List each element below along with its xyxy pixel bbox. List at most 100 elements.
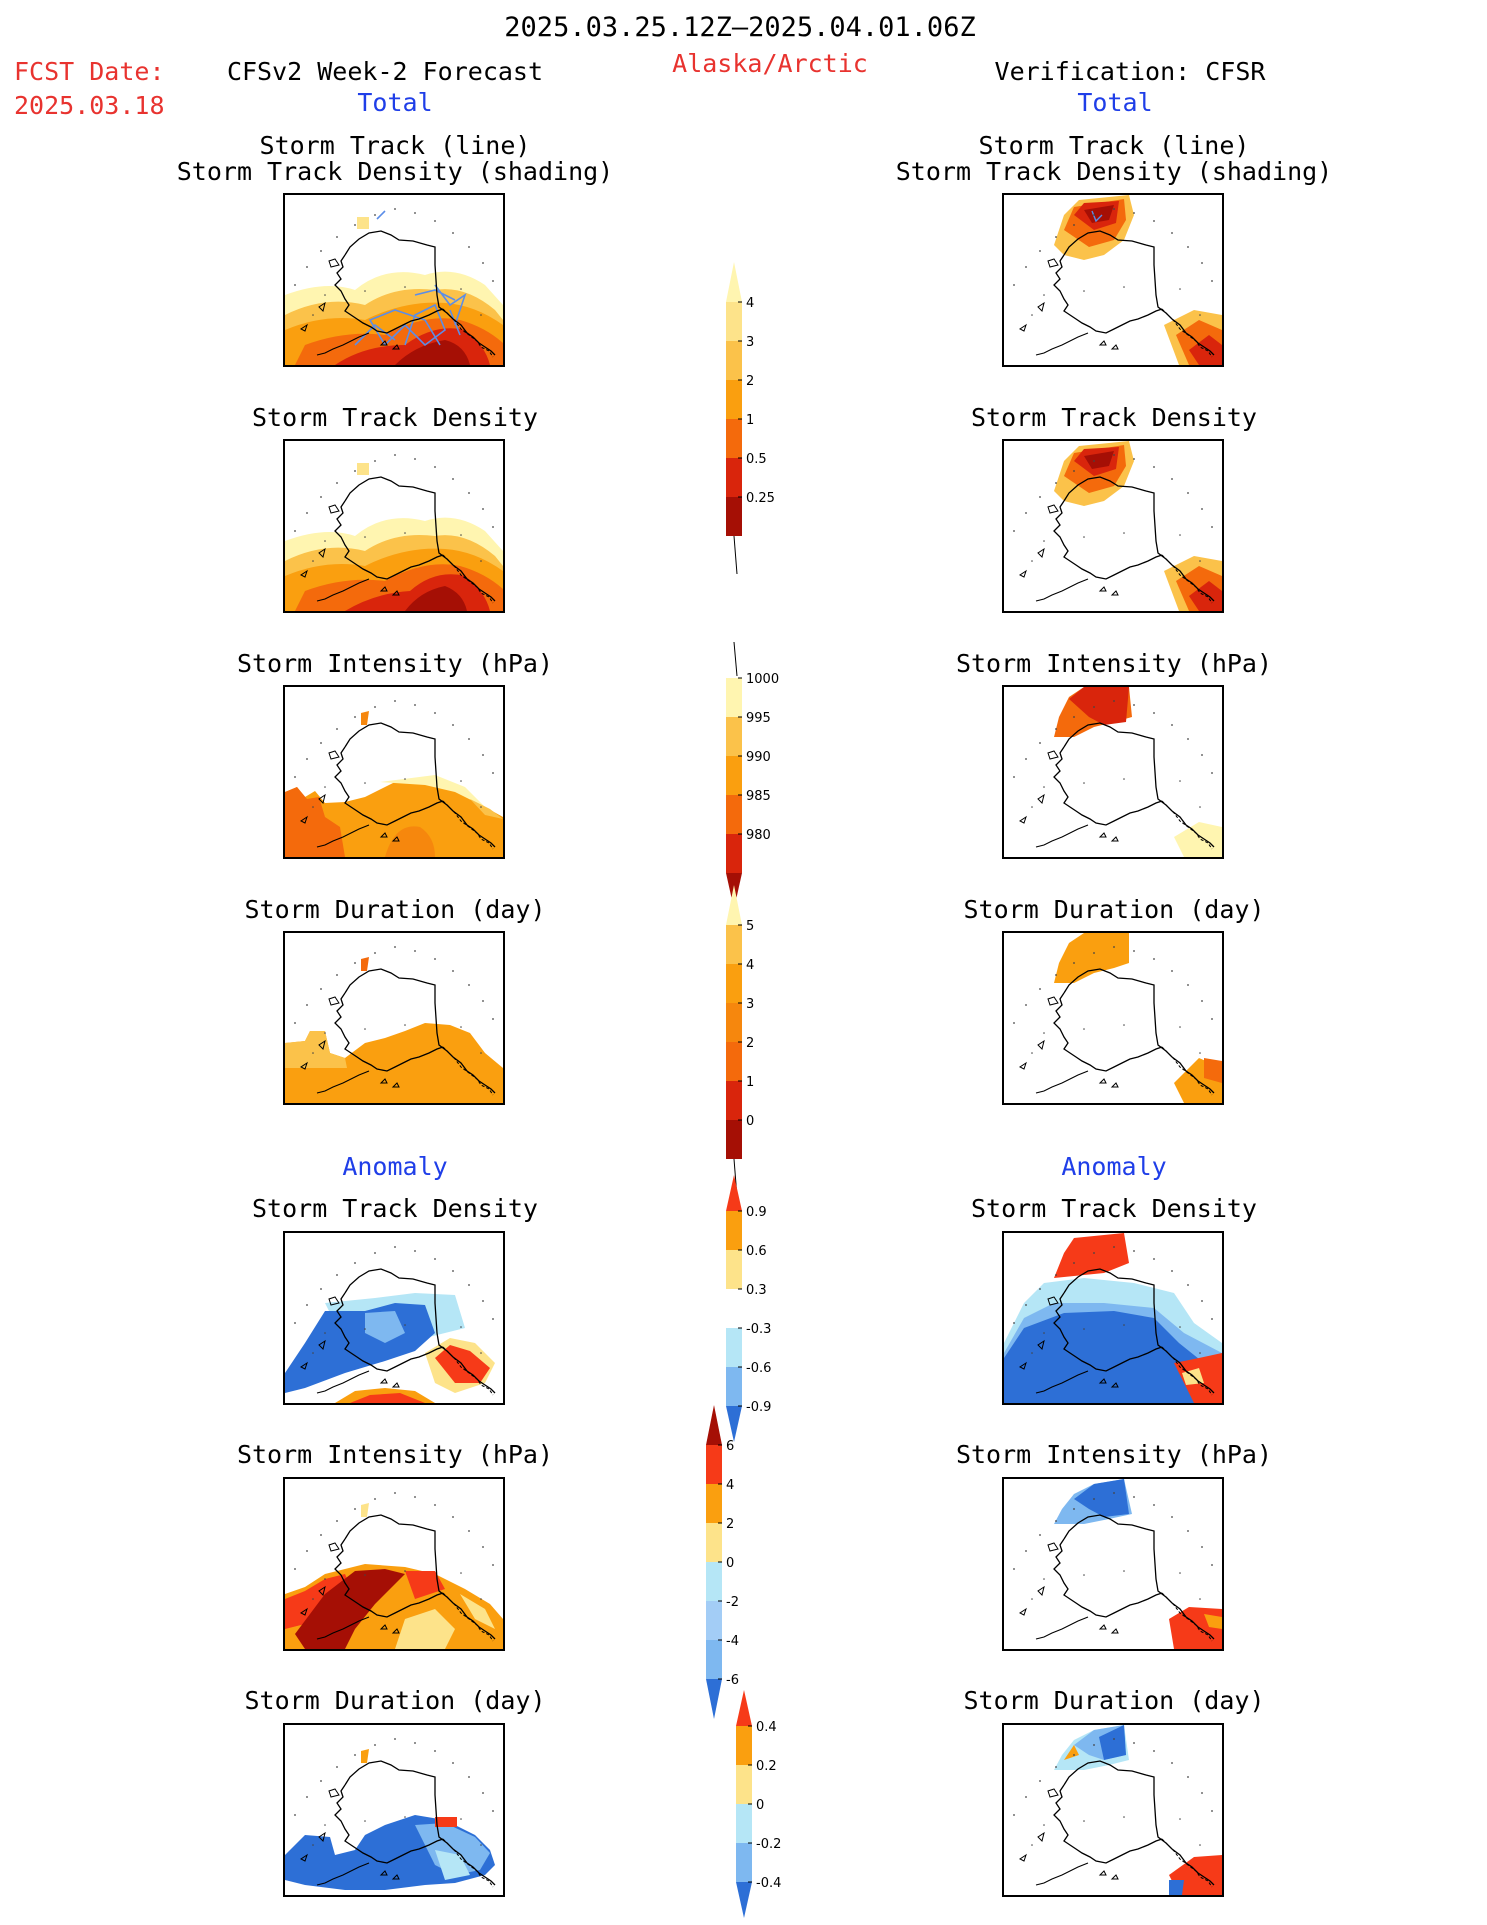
- duration_total-tick-label: 1: [746, 1075, 754, 1090]
- duration_anom-swatch: [736, 1765, 752, 1804]
- density_anom-swatch: [726, 1289, 742, 1328]
- intensity_anom-tick-label: 0: [726, 1556, 734, 1571]
- duration_anom-bottom-arrow: [736, 1882, 752, 1918]
- right-total-label: Total: [1077, 88, 1153, 117]
- right-intensity-title: Storm Intensity (hPa): [955, 649, 1273, 678]
- fcst-date-value: 2025.03.18: [14, 91, 165, 120]
- duration_total-top-arrow: [726, 885, 742, 925]
- intensity_total-tick-label: 980: [746, 828, 771, 843]
- left-density-map: [283, 439, 505, 613]
- density_total-top-arrow: [726, 262, 742, 302]
- left-column-title: CFSv2 Week-2 Forecast: [226, 57, 544, 86]
- left-track-shading-title: Storm Track Density (shading): [176, 157, 614, 186]
- density_anom-bottom-arrow: [726, 1406, 742, 1442]
- duration_total-swatch: [726, 925, 742, 964]
- region-title: Alaska/Arctic: [672, 49, 868, 78]
- intensity_anom-top-arrow: [706, 1405, 722, 1445]
- fcst-date-label: FCST Date:: [14, 57, 165, 86]
- density_total-swatch: [726, 302, 742, 341]
- duration_total-tick-label: 5: [746, 919, 754, 934]
- density_total-tick-label: 0.5: [746, 452, 767, 467]
- left-total-label: Total: [357, 88, 433, 117]
- right-anom-density-title: Storm Track Density: [971, 1194, 1257, 1223]
- density_total-tick-label: 2: [746, 374, 754, 389]
- colorbar-duration-total: 5 4 3 2 1 0: [710, 885, 790, 1198]
- intensity_total-swatch: [726, 795, 742, 834]
- right-duration-title: Storm Duration (day): [963, 895, 1265, 924]
- density_total-tick-label: 0.25: [746, 491, 775, 506]
- right-column-title: Verification: CFSR: [994, 57, 1266, 86]
- left-anom-duration-map: [283, 1723, 505, 1897]
- left-duration-title: Storm Duration (day): [244, 895, 546, 924]
- left-anom-duration-title: Storm Duration (day): [244, 1686, 546, 1715]
- density_total-tick-label: 4: [746, 296, 754, 311]
- intensity_anom-swatch: [706, 1523, 722, 1562]
- density_anom-tick-label: 0.3: [746, 1283, 767, 1298]
- left-intensity-map: [283, 685, 505, 859]
- left-anom-density-title: Storm Track Density: [252, 1194, 538, 1223]
- intensity_total-tick-label: 985: [746, 789, 771, 804]
- density_anom-swatch: [726, 1328, 742, 1367]
- left-track-line-title: Storm Track (line): [259, 131, 531, 160]
- colorbar-intensity-anomaly: 6 4 2 0 -2 -4 -6: [690, 1405, 770, 1719]
- density_total-swatch: [726, 341, 742, 380]
- right-density-title: Storm Track Density: [971, 403, 1257, 432]
- duration_total-tick-label: 4: [746, 958, 754, 973]
- right-anom-density-map: [1002, 1231, 1224, 1405]
- duration_anom-tick-label: 0.2: [756, 1759, 777, 1774]
- left-anom-intensity-title: Storm Intensity (hPa): [236, 1440, 554, 1469]
- duration_anom-tick-label: 0.4: [756, 1720, 777, 1735]
- intensity_total-swatch: [726, 678, 742, 717]
- intensity_anom-swatch: [706, 1484, 722, 1523]
- intensity_anom-tick-label: -6: [726, 1673, 739, 1688]
- duration_total-tick-label: 3: [746, 997, 754, 1012]
- right-anom-duration-map: [1002, 1723, 1224, 1897]
- left-duration-map: [283, 931, 505, 1105]
- duration_total-tick-label: 2: [746, 1036, 754, 1051]
- right-anom-intensity-map: [1002, 1477, 1224, 1651]
- duration_total-swatch: [726, 964, 742, 1003]
- intensity_anom-swatch: [706, 1640, 722, 1679]
- density_anom-swatch: [726, 1211, 742, 1250]
- duration_anom-swatch: [736, 1804, 752, 1843]
- density_total-tick-label: 1: [746, 413, 754, 428]
- duration_anom-tick-label: -0.4: [756, 1876, 781, 1891]
- intensity_anom-swatch: [706, 1445, 722, 1484]
- density_anom-tick-label: 0.9: [746, 1205, 767, 1220]
- density_anom-tick-label: -0.6: [746, 1361, 771, 1376]
- intensity_anom-tick-label: 6: [726, 1439, 734, 1454]
- intensity_total-tick-label: 995: [746, 711, 771, 726]
- duration_total-swatch: [726, 1120, 742, 1159]
- intensity_anom-tick-label: -4: [726, 1634, 739, 1649]
- left-track-density-map: [283, 193, 505, 367]
- right-anom-duration-title: Storm Duration (day): [963, 1686, 1265, 1715]
- left-anom-intensity-map: [283, 1477, 505, 1651]
- left-density-title: Storm Track Density: [252, 403, 538, 432]
- colorbar-intensity-total: 1000 995 990 985 980: [710, 641, 790, 909]
- intensity_anom-tick-label: -2: [726, 1595, 739, 1610]
- density_anom-tick-label: -0.3: [746, 1322, 771, 1337]
- right-track-shading-title: Storm Track Density (shading): [895, 157, 1333, 186]
- right-track-density-map: [1002, 193, 1224, 367]
- right-anom-intensity-title: Storm Intensity (hPa): [955, 1440, 1273, 1469]
- colorbar-duration-anomaly: 0.4 0.2 0 -0.2 -0.4: [720, 1690, 800, 1924]
- intensity_total-tick-label: 990: [746, 750, 771, 765]
- density_total-tick-label: 3: [746, 335, 754, 350]
- intensity_total-top-tail: [733, 641, 738, 677]
- duration_anom-tick-label: 0: [756, 1798, 764, 1813]
- density_anom-swatch: [726, 1250, 742, 1289]
- duration_anom-swatch: [736, 1726, 752, 1765]
- density_total-bottom-tail: [733, 535, 738, 575]
- intensity_anom-swatch: [706, 1562, 722, 1601]
- intensity_anom-tick-label: 2: [726, 1517, 734, 1532]
- duration_anom-top-arrow: [736, 1690, 752, 1726]
- right-density-map: [1002, 439, 1224, 613]
- density_total-swatch: [726, 497, 742, 536]
- left-intensity-title: Storm Intensity (hPa): [236, 649, 554, 678]
- intensity_anom-tick-label: 4: [726, 1478, 734, 1493]
- right-anomaly-label: Anomaly: [1061, 1152, 1167, 1181]
- density_total-swatch: [726, 458, 742, 497]
- density_total-swatch: [726, 419, 742, 458]
- intensity_total-tick-label: 1000: [746, 672, 779, 687]
- duration_anom-swatch: [736, 1843, 752, 1882]
